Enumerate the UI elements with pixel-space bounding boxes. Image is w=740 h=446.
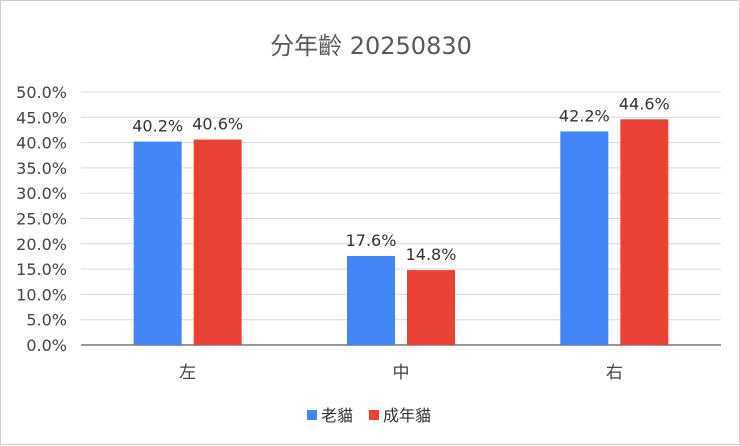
y-tick-label: 40.0% bbox=[16, 134, 67, 153]
legend-label: 老貓 bbox=[321, 406, 353, 425]
y-tick-label: 30.0% bbox=[16, 184, 67, 203]
y-tick-label: 0.0% bbox=[26, 336, 67, 355]
bars bbox=[133, 119, 669, 345]
bar bbox=[133, 141, 182, 345]
legend-swatch bbox=[369, 410, 380, 420]
bar bbox=[407, 270, 455, 345]
bar bbox=[347, 255, 395, 345]
legend-label: 成年貓 bbox=[383, 406, 431, 425]
gridlines bbox=[81, 91, 721, 346]
y-tick-label: 10.0% bbox=[16, 285, 67, 304]
data-labels: 40.2% 40.6% 17.6% 14.8% 42.2% 44.6% bbox=[132, 94, 669, 264]
y-tick-label: 20.0% bbox=[16, 235, 67, 254]
bar bbox=[620, 119, 669, 345]
y-tick-label: 15.0% bbox=[16, 260, 67, 279]
x-category-label: 左 bbox=[179, 363, 196, 383]
data-label: 40.6% bbox=[192, 115, 243, 134]
legend-swatch bbox=[307, 410, 317, 420]
data-label: 40.2% bbox=[132, 117, 183, 136]
y-tick-label: 50.0% bbox=[16, 83, 67, 102]
y-tick-label: 35.0% bbox=[16, 159, 67, 178]
x-axis-categories: 左中右 bbox=[179, 363, 623, 383]
legend: 老貓 成年貓 bbox=[307, 406, 431, 425]
y-axis-ticks: 0.0% 5.0% 10.0% 15.0% 20.0% 25.0% 30.0% 35.0% 40… bbox=[16, 83, 67, 355]
data-label: 14.8% bbox=[406, 245, 457, 264]
x-category-label: 中 bbox=[393, 363, 410, 383]
y-tick-label: 45.0% bbox=[16, 108, 67, 127]
bar bbox=[560, 131, 609, 345]
chart-title: 分年齡 20250830 bbox=[270, 32, 472, 60]
x-category-label: 右 bbox=[606, 363, 623, 383]
data-label: 42.2% bbox=[559, 106, 610, 125]
data-label: 17.6% bbox=[346, 231, 397, 250]
y-tick-label: 25.0% bbox=[16, 210, 67, 229]
data-label: 44.6% bbox=[619, 94, 670, 113]
bar bbox=[193, 139, 242, 345]
y-tick-label: 5.0% bbox=[26, 311, 67, 330]
